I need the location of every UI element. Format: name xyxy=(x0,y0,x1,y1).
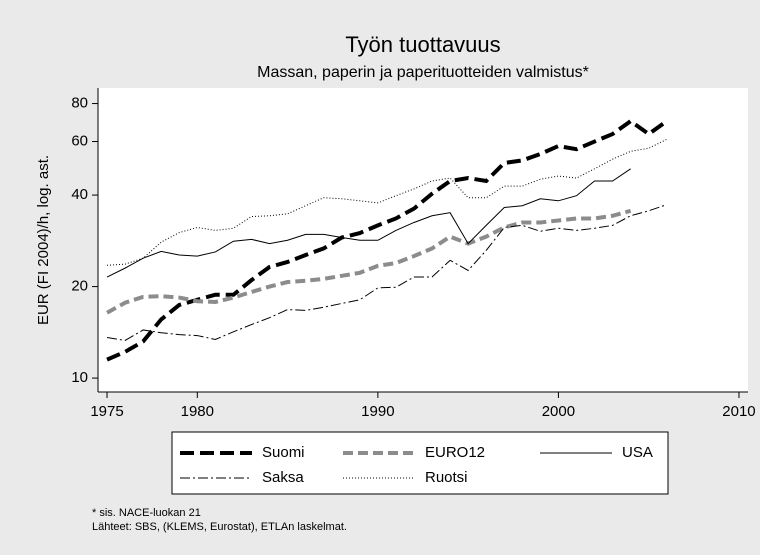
legend-label: Ruotsi xyxy=(425,469,468,486)
y-tick-label: 60 xyxy=(71,133,88,150)
series-line xyxy=(106,118,668,362)
y-tick-label: 10 xyxy=(71,369,88,386)
x-tick-label: 2000 xyxy=(542,403,575,420)
note: * sis. NACE-luokan 21 xyxy=(92,507,201,519)
y-tick-label: 40 xyxy=(71,186,88,203)
x-tick-label: 1990 xyxy=(361,403,394,420)
plot-area xyxy=(98,88,748,392)
chart-subtitle: Massan, paperin ja paperituotteiden valm… xyxy=(257,64,589,81)
legend-label: EURO12 xyxy=(425,444,485,461)
chart-title: Työn tuottavuus xyxy=(345,32,500,57)
legend-box xyxy=(171,431,669,495)
series-line xyxy=(106,204,667,341)
legend-label: USA xyxy=(622,444,653,461)
legend-label: Suomi xyxy=(262,444,305,461)
x-tick-label: 2010 xyxy=(722,403,755,420)
series-line xyxy=(106,168,631,278)
y-axis-label: EUR (FI 2004)/h, log. ast. xyxy=(35,155,52,325)
legend-label: Saksa xyxy=(262,469,304,486)
note: Lähteet: SBS, (KLEMS, Eurostat), ETLAn l… xyxy=(92,521,347,533)
series-line xyxy=(106,208,632,315)
x-tick-label: 1980 xyxy=(181,403,214,420)
y-tick-label: 80 xyxy=(71,95,88,112)
x-tick-label: 1975 xyxy=(90,403,123,420)
y-tick-label: 20 xyxy=(71,278,88,295)
